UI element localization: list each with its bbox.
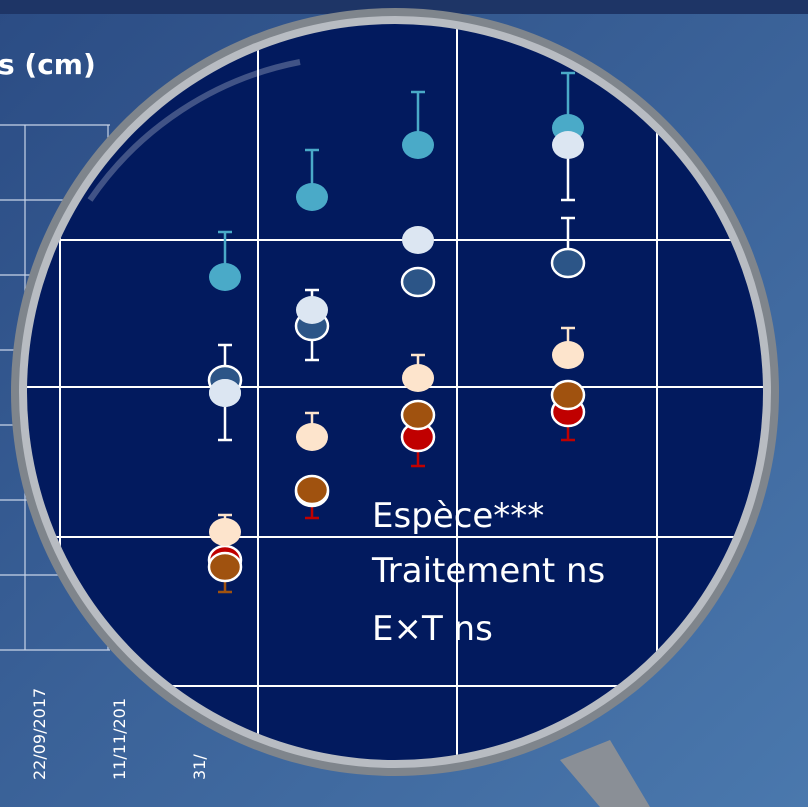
point: [402, 226, 434, 254]
point: [207, 551, 243, 583]
point: [402, 131, 434, 159]
lens-glare: [87, 59, 301, 202]
point: [209, 379, 241, 407]
lens-glass: [27, 24, 763, 760]
point: [550, 379, 586, 411]
x-tick-label: 31/: [190, 754, 209, 780]
points: [207, 71, 586, 594]
point: [296, 183, 328, 211]
point: [552, 131, 584, 159]
annotation-line: Traitement ns: [371, 551, 605, 591]
point: [400, 266, 436, 298]
annotation-line: Espèce***: [372, 496, 544, 536]
top-strip: [0, 0, 808, 14]
point: [402, 364, 434, 392]
lens-handle: [560, 740, 650, 807]
point: [552, 341, 584, 369]
point: [550, 247, 586, 279]
point: [296, 423, 328, 451]
x-tick-label: 11/11/201: [110, 698, 129, 780]
point: [400, 399, 436, 431]
point: [296, 296, 328, 324]
annotation-line: E×T ns: [372, 609, 493, 649]
chart-title: s (cm): [0, 48, 96, 81]
point: [294, 474, 330, 506]
x-tick-label: 22/09/2017: [30, 688, 49, 780]
point: [209, 263, 241, 291]
point: [209, 518, 241, 546]
